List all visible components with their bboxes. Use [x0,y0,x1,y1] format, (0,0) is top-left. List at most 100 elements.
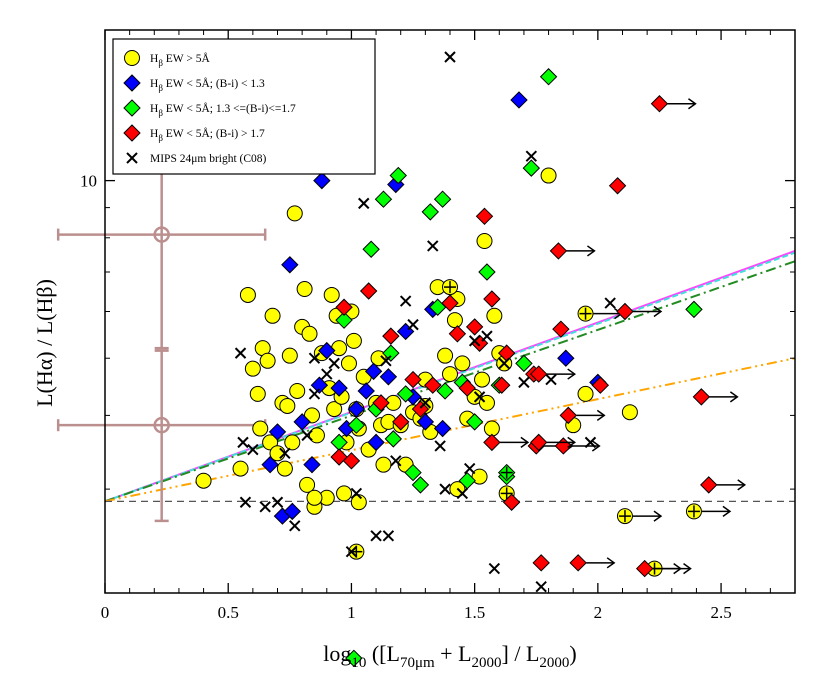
point-red [458,379,476,397]
point-red-limit [569,554,587,572]
point-red-limit [692,388,711,406]
cyan-fit-line [104,251,796,503]
point-blue [379,368,398,386]
legend-marker-green [123,99,141,117]
cross-stroke [498,357,510,370]
point-blue [268,423,287,441]
point-mips-cross [439,483,451,495]
point-red-limit [559,406,577,425]
legend-label-green: Hβ EW < 5Å; 1.3 <=(B-i)<=1.7 [150,101,296,118]
point-green [362,240,380,258]
cross-stroke [247,443,259,456]
point-yellow [454,355,471,372]
point-yellow [308,427,325,444]
point-mips-cross [308,388,321,400]
series-red [330,177,627,572]
limit-arrow-head [591,440,601,452]
point-blue [357,382,375,400]
point-red [342,452,361,470]
point-mips-cross [488,562,501,575]
point-red [335,298,353,316]
cross-stroke [234,347,247,359]
point-yellow [296,281,313,298]
point-red [359,282,378,300]
legend-box [112,38,376,175]
point-red [372,394,390,412]
point-yellow [239,286,256,303]
point-mips-cross [328,357,340,370]
series-cross [234,51,616,593]
point-yellow [326,401,343,418]
series-green-plus [497,463,516,482]
cross-stroke [535,580,547,593]
point-red-limit [616,302,634,321]
limit-arrow-head [673,562,682,575]
point-yellow [370,350,387,367]
error-bars [56,164,267,523]
legend-marker-cross [126,152,138,164]
limit-arrow-head [653,510,663,522]
data-points [195,51,747,668]
point-mips-cross [399,295,412,307]
point-red-limit [530,365,548,383]
point-mips-cross [237,436,249,449]
x-tick-label: 1 [347,603,356,622]
cross-stroke [279,447,291,460]
axes: 0 0.5 1 1.5 2 2.5 10 [80,29,796,622]
cross-stroke [481,330,493,342]
point-red-limit [530,433,548,452]
x-axis-title: log10 ([L70μm + L2000] / L2000) [323,641,577,671]
point-red-limit [635,559,654,578]
point-mips-cross [345,545,358,558]
series-red-arrow [483,95,747,578]
error-bar-center [153,226,170,243]
point-yellow [259,352,276,369]
limit-arrow-head [567,436,577,449]
point-yellow [232,460,249,477]
point-red-limit [483,433,501,452]
point-mips-cross [456,487,469,500]
point-mips-cross [473,391,486,403]
limit-arrow-head [722,505,732,518]
point-mips-cross [358,197,370,210]
point-red [424,376,442,394]
point-yellow [486,307,503,324]
point-yellow [621,404,638,421]
cross-stroke [308,352,321,364]
point-mips-cross [419,397,432,409]
point-blue [318,341,336,360]
point-mips-cross [407,318,419,331]
legend-marker-red [123,124,141,142]
legend-marker-yellow [124,50,140,66]
point-yellow [264,307,281,324]
point-blue [310,376,329,394]
cross-stroke [308,388,321,400]
point-yellow [301,325,318,342]
legend: Hβ EW > 5Å Hβ EW < 5Å; (B-i) < 1.3 Hβ EW <… [112,38,376,175]
point-mips-cross [390,455,402,467]
point-mips-cross [247,443,259,456]
point-red-limit [650,95,669,113]
cross-stroke [126,152,138,164]
y-axis-title: L(Hα) / L(Hβ) [32,279,57,407]
limit-arrow-head [586,245,596,257]
cross-stroke [370,530,382,542]
point-green [347,416,366,434]
cross-stroke [382,530,395,542]
point-mips-cross [382,530,395,542]
limit-arrow-head [567,368,577,380]
point-mips-cross [234,347,247,359]
cross-stroke [301,429,313,442]
point-blue [433,419,452,438]
legend-label-cross: MIPS 24μm bright (C08) [150,153,267,165]
point-mips-cross [271,496,284,508]
point-mips-cross [321,368,333,380]
point-mips-cross [308,352,321,364]
point-mips-cross [350,487,363,500]
point-yellow [195,472,212,489]
x-tick-label: 0 [101,603,110,622]
cross-stroke [358,197,370,210]
y-tick-label: 10 [80,172,97,191]
point-yellow [375,456,392,473]
